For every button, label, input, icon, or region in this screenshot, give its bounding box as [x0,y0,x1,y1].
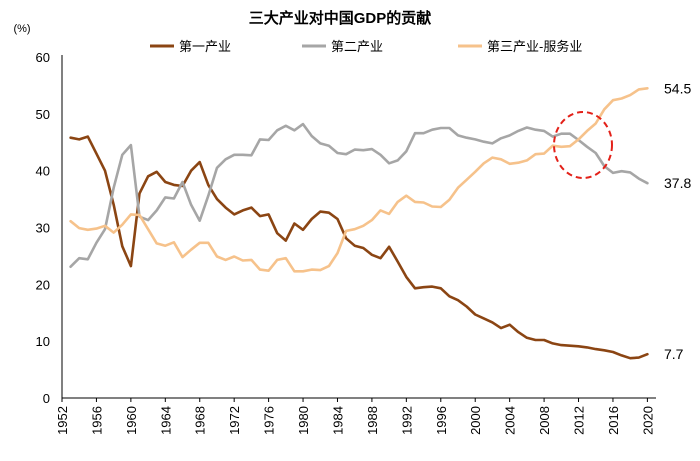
x-tick-label-1964: 1964 [158,406,173,435]
x-axis-ticks: 1952 1956 1960 1964 1968 1972 1976 1980 1984 1988… [55,398,655,435]
axes [61,55,656,399]
end-label-37-8: 37.8 [664,175,691,191]
chart-title: 三大产业对中国GDP的贡献 [249,9,432,27]
y-tick-label-0: 0 [43,391,50,406]
series-line-1 [69,135,649,360]
y-tick-label-20: 20 [36,277,50,292]
series-line-2 [69,122,649,269]
y-tick-label-50: 50 [36,107,50,122]
x-tick-label-1960: 1960 [124,406,139,435]
x-tick-label-2020: 2020 [640,406,655,435]
legend: 第一产业 第二产业 第三产业-服务业 [150,39,582,54]
y-tick-label-40: 40 [36,164,50,179]
x-tick-label-2000: 2000 [468,406,483,435]
x-tick-label-2004: 2004 [503,406,518,435]
x-tick-label-1980: 1980 [296,406,311,435]
end-labels: 7.7 37.8 54.5 [664,80,691,362]
y-axis-ticks: 0 10 20 30 40 50 60 [36,50,50,406]
y-axis-unit: (%) [13,23,30,35]
series-line-3 [69,87,649,273]
x-tick-label-1972: 1972 [227,406,242,435]
end-label-7-7: 7.7 [664,346,684,362]
y-tick-label-10: 10 [36,334,50,349]
x-tick-label-1996: 1996 [434,406,449,435]
x-tick-label-1984: 1984 [330,406,345,435]
x-tick-label-1952: 1952 [55,406,70,435]
series-lines [69,87,649,360]
x-tick-label-2016: 2016 [606,406,621,435]
x-tick-label-2012: 2012 [572,406,587,435]
legend-label-1: 第一产业 [179,39,231,54]
x-tick-label-1992: 1992 [399,406,414,435]
x-tick-label-1988: 1988 [365,406,380,435]
end-label-54-5: 54.5 [664,80,691,96]
x-tick-label-1968: 1968 [193,406,208,435]
x-tick-label-1956: 1956 [89,406,104,435]
y-tick-label-60: 60 [36,50,50,65]
y-tick-label-30: 30 [36,221,50,236]
x-tick-label-1976: 1976 [262,406,277,435]
legend-label-3: 第三产业-服务业 [487,39,582,54]
legend-label-2: 第二产业 [331,39,383,54]
crossover-highlight-circle [553,111,613,179]
x-tick-label-2008: 2008 [537,406,552,435]
